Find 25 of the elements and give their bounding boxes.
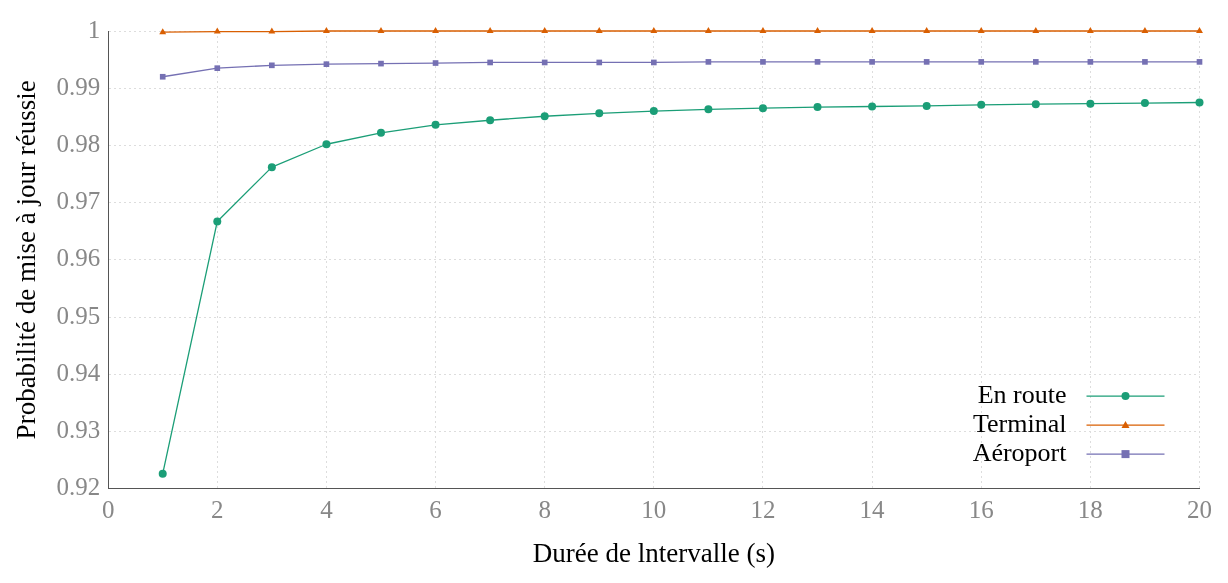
y-tick-label: 0.92	[56, 473, 101, 501]
x-tick-label: 14	[859, 496, 886, 524]
x-axis-title: Durée de lntervalle (s)	[532, 537, 775, 568]
y-tick-label: 0.97	[56, 187, 101, 215]
x-tick-label: 8	[538, 496, 551, 524]
y-tick-label: 0.93	[56, 415, 101, 443]
x-tick-label: 6	[429, 496, 442, 524]
x-tick-label: 4	[320, 496, 334, 524]
x-tick-label: 20	[1187, 496, 1212, 524]
x-tick-label: 10	[641, 496, 667, 524]
legend-label: Terminal	[973, 408, 1067, 438]
y-axis-title: Probabilité de mise à jour réussie	[11, 80, 42, 440]
y-tick-label: 0.99	[56, 72, 101, 100]
y-tick-label: 0.98	[56, 129, 101, 157]
x-tick-label: 16	[968, 496, 994, 524]
x-tick-label: 0	[101, 496, 115, 524]
legend-label: Aéroport	[972, 437, 1068, 467]
legend-label: En route	[977, 379, 1067, 409]
y-tick-label: 1	[87, 15, 101, 43]
y-tick-label: 0.94	[56, 358, 101, 386]
x-tick-label: 18	[1077, 496, 1103, 524]
y-tick-label: 0.96	[56, 244, 101, 272]
x-tick-label: 12	[750, 496, 776, 524]
x-tick-label: 2	[211, 496, 224, 524]
y-tick-label: 0.95	[56, 301, 101, 329]
